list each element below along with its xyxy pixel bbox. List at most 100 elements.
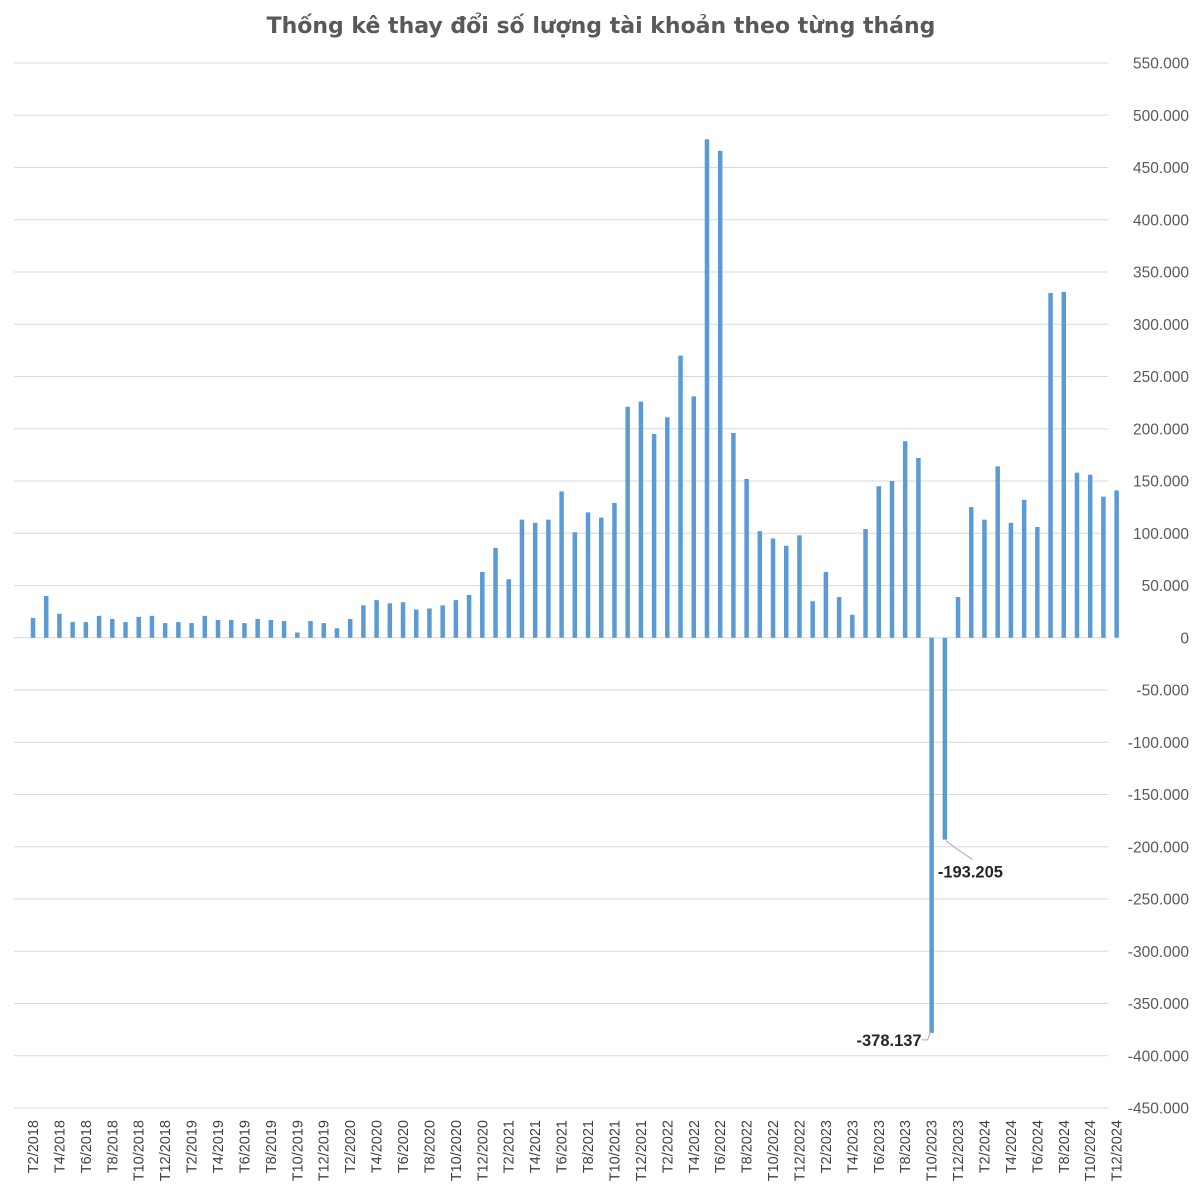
x-tick-label: T10/2020 — [449, 1120, 465, 1181]
bar — [599, 517, 604, 638]
bar — [665, 417, 670, 638]
bar — [704, 139, 710, 638]
x-tick-label: T4/2018 — [52, 1120, 68, 1173]
bar — [770, 538, 776, 638]
x-tick-label: T8/2019 — [264, 1120, 280, 1173]
bar — [334, 628, 340, 638]
x-tick-label: T12/2023 — [951, 1120, 967, 1181]
bar — [162, 623, 168, 638]
x-tick-label: T12/2021 — [634, 1120, 650, 1181]
bar — [295, 632, 300, 638]
bar — [1101, 496, 1106, 638]
y-tick-label: 550.000 — [1133, 56, 1189, 73]
data-labels: -378.137 -193.205 — [856, 840, 1003, 1050]
x-tick-label: T6/2021 — [555, 1120, 571, 1173]
bar — [321, 623, 326, 638]
bar — [559, 491, 564, 638]
bar — [400, 602, 406, 638]
bar — [929, 637, 934, 1033]
bar — [361, 605, 366, 638]
x-tick-label: T8/2021 — [581, 1120, 597, 1173]
bar — [453, 600, 459, 638]
y-tick-label: -350.000 — [1128, 996, 1190, 1013]
bar — [572, 532, 578, 638]
x-tick-label: T10/2021 — [607, 1120, 623, 1181]
bar — [797, 535, 802, 638]
bar — [440, 605, 445, 638]
bar — [136, 616, 141, 638]
y-axis-ticks: 550.000 500.000 450.000 400.000 350.000 300.0… — [1128, 56, 1190, 1118]
bar — [268, 619, 274, 638]
bar — [823, 571, 829, 638]
bar — [149, 615, 155, 638]
x-tick-label: T2/2020 — [343, 1120, 359, 1173]
bar — [242, 623, 247, 638]
y-tick-label: 300.000 — [1133, 317, 1189, 334]
bar — [651, 433, 657, 638]
x-tick-label: T10/2018 — [132, 1120, 148, 1181]
bar — [546, 519, 551, 638]
bar — [506, 579, 511, 638]
bar — [215, 619, 221, 638]
bar — [638, 401, 644, 638]
x-tick-label: T8/2020 — [422, 1120, 438, 1173]
x-axis-ticks: T2/2018 T4/2018 T6/2018 T8/2018 T10/2018 T12/… — [26, 1120, 1126, 1181]
x-tick-label: T2/2019 — [185, 1120, 201, 1173]
bar — [374, 600, 379, 638]
bar — [969, 507, 974, 638]
bar — [519, 519, 525, 638]
bar — [810, 601, 815, 638]
x-tick-label: T4/2023 — [845, 1120, 861, 1173]
bar — [1114, 490, 1119, 638]
y-tick-label: -50.000 — [1136, 683, 1189, 700]
bar — [863, 529, 868, 638]
x-tick-label: T10/2023 — [925, 1120, 941, 1181]
bar — [308, 621, 313, 638]
x-tick-label: T12/2019 — [317, 1120, 333, 1181]
x-tick-label: T6/2020 — [396, 1120, 412, 1173]
bar — [387, 603, 393, 638]
bar — [1008, 522, 1014, 638]
leader-line — [921, 1030, 932, 1041]
bar — [83, 622, 89, 638]
bar — [70, 622, 75, 638]
chart-title: Thống kê thay đổi số lượng tài khoản the… — [266, 14, 936, 39]
x-tick-label: T10/2024 — [1083, 1120, 1099, 1181]
bar — [955, 597, 961, 638]
bar — [902, 441, 908, 638]
bar — [43, 595, 49, 638]
data-label: -378.137 — [856, 1032, 921, 1050]
x-tick-label: T2/2018 — [26, 1120, 42, 1173]
x-tick-label: T6/2018 — [79, 1120, 95, 1173]
bar — [982, 519, 987, 638]
y-tick-label: 200.000 — [1133, 421, 1189, 438]
x-tick-label: T4/2022 — [687, 1120, 703, 1173]
bar — [466, 594, 472, 638]
data-label: -193.205 — [938, 864, 1003, 882]
bar — [123, 622, 128, 638]
x-tick-label: T4/2020 — [370, 1120, 386, 1173]
x-tick-label: T6/2022 — [713, 1120, 729, 1173]
y-tick-label: 50.000 — [1142, 578, 1190, 595]
bar — [1074, 472, 1080, 638]
y-tick-label: -250.000 — [1128, 892, 1190, 909]
bar — [876, 486, 882, 638]
bar — [717, 150, 723, 638]
bar — [228, 619, 234, 638]
y-tick-label: 450.000 — [1133, 160, 1189, 177]
bar — [480, 571, 485, 638]
x-tick-label: T12/2022 — [792, 1120, 808, 1181]
x-tick-label: T12/2020 — [475, 1120, 491, 1181]
bar — [110, 618, 115, 638]
bar — [281, 621, 287, 638]
bar — [995, 466, 1000, 638]
bar — [96, 615, 102, 638]
x-tick-label: T6/2024 — [1030, 1120, 1046, 1173]
bar — [757, 531, 763, 638]
x-tick-label: T6/2019 — [237, 1120, 253, 1173]
bar — [427, 608, 432, 638]
bar — [1035, 526, 1040, 638]
y-tick-label: 350.000 — [1133, 265, 1189, 282]
bar — [176, 622, 181, 638]
